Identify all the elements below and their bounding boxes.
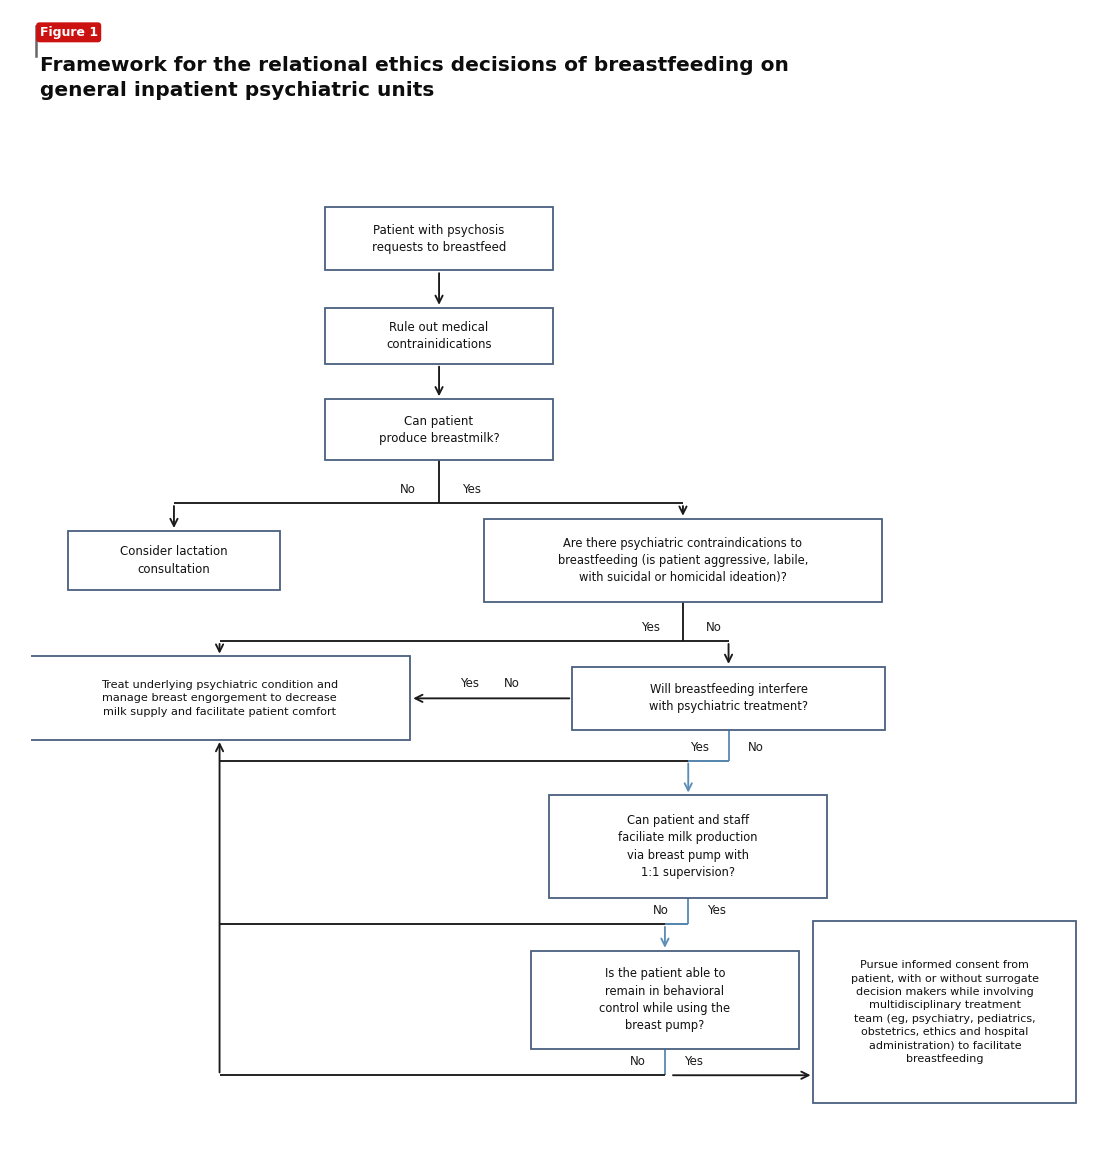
Text: Can patient and staff
faciliate milk production
via breast pump with
1:1 supervi: Can patient and staff faciliate milk pro… — [618, 814, 758, 879]
Bar — [68, 531, 280, 591]
Text: Figure 1: Figure 1 — [40, 26, 98, 39]
Text: No: No — [400, 484, 416, 497]
Text: No: No — [653, 904, 669, 917]
Text: No: No — [630, 1055, 646, 1068]
Bar — [326, 399, 553, 460]
Bar — [326, 308, 553, 364]
Text: Pursue informed consent from
patient, with or without surrogate
decision makers : Pursue informed consent from patient, wi… — [851, 960, 1038, 1064]
Text: Treat underlying psychiatric condition and
manage breast engorgement to decrease: Treat underlying psychiatric condition a… — [101, 680, 338, 716]
Text: Rule out medical
contrainidications: Rule out medical contrainidications — [386, 321, 492, 351]
Text: Yes: Yes — [460, 677, 478, 690]
Bar — [572, 667, 886, 730]
Text: Yes: Yes — [691, 741, 710, 754]
Text: No: No — [748, 741, 763, 754]
Bar — [484, 519, 882, 602]
Bar — [549, 796, 827, 897]
Text: Framework for the relational ethics decisions of breastfeeding on
general inpati: Framework for the relational ethics deci… — [40, 56, 789, 100]
Bar — [531, 951, 799, 1048]
Bar — [29, 656, 410, 741]
Text: Yes: Yes — [640, 621, 660, 634]
Text: No: No — [706, 621, 722, 634]
Text: No: No — [504, 677, 520, 690]
Text: Is the patient able to
remain in behavioral
control while using the
breast pump?: Is the patient able to remain in behavio… — [600, 967, 730, 1032]
Text: Are there psychiatric contraindications to
breastfeeding (is patient aggressive,: Are there psychiatric contraindications … — [558, 537, 808, 585]
Text: Consider lactation
consultation: Consider lactation consultation — [120, 546, 228, 575]
Text: Will breastfeeding interfere
with psychiatric treatment?: Will breastfeeding interfere with psychi… — [649, 683, 808, 714]
Text: Yes: Yes — [684, 1055, 703, 1068]
Text: Can patient
produce breastmilk?: Can patient produce breastmilk? — [378, 414, 499, 445]
Bar — [326, 207, 553, 270]
Text: Patient with psychosis
requests to breastfeed: Patient with psychosis requests to breas… — [372, 223, 506, 254]
Text: Yes: Yes — [462, 484, 482, 497]
Text: Yes: Yes — [707, 904, 726, 917]
Bar — [813, 922, 1077, 1102]
